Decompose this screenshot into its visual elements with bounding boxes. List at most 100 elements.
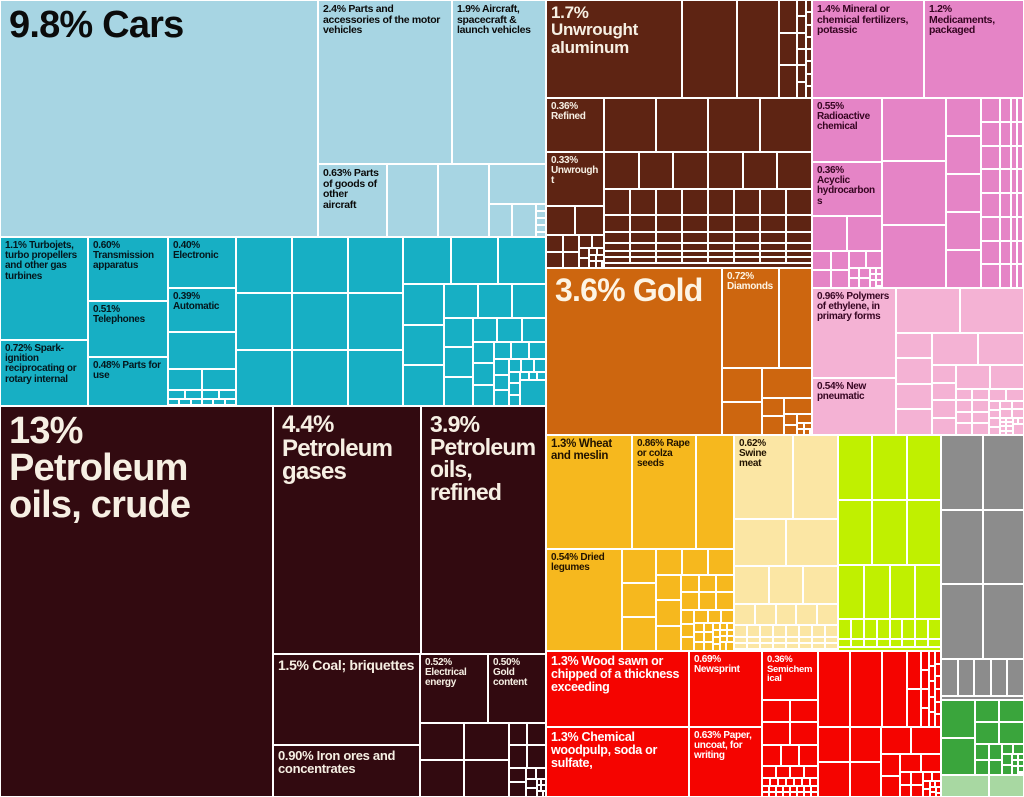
cell-0-72-spark-ignition-reciprocating-or-rot[interactable]: 0.72% Spark-ignition reciprocating or ro… [1, 341, 87, 405]
treemap-cell[interactable] [813, 252, 830, 269]
treemap-cell[interactable] [798, 50, 805, 65]
treemap-cell[interactable] [709, 252, 733, 257]
treemap-cell[interactable] [761, 644, 772, 649]
treemap-cell[interactable] [866, 252, 881, 267]
treemap-cell[interactable] [478, 285, 511, 317]
treemap-cell[interactable] [870, 274, 875, 279]
treemap-cell[interactable] [795, 779, 801, 785]
treemap-cell[interactable] [580, 236, 591, 247]
treemap-cell[interactable] [983, 585, 1023, 659]
treemap-cell[interactable] [657, 232, 681, 243]
treemap-cell[interactable] [946, 137, 981, 173]
treemap-cell[interactable] [1003, 765, 1011, 774]
treemap-cell[interactable] [510, 360, 521, 371]
treemap-cell[interactable] [547, 207, 574, 234]
treemap-cell[interactable] [922, 652, 929, 669]
treemap-cell[interactable] [527, 780, 536, 788]
treemap-cell[interactable] [203, 390, 218, 398]
treemap-cell[interactable] [576, 207, 603, 234]
treemap-cell[interactable] [748, 626, 759, 636]
treemap-cell[interactable] [946, 251, 981, 287]
treemap-cell[interactable] [225, 399, 235, 404]
treemap-cell[interactable] [800, 644, 811, 649]
treemap-cell[interactable] [982, 241, 1000, 264]
treemap-cell[interactable] [989, 427, 1000, 434]
treemap-cell[interactable] [897, 384, 931, 409]
treemap-cell[interactable] [631, 244, 655, 251]
treemap-cell[interactable] [806, 50, 811, 61]
treemap-cell[interactable] [973, 412, 988, 423]
treemap-cell[interactable] [912, 728, 940, 753]
treemap-cell[interactable] [1018, 265, 1022, 287]
treemap-cell[interactable] [776, 605, 796, 625]
treemap-cell[interactable] [932, 418, 956, 434]
treemap-cell[interactable] [494, 343, 511, 359]
treemap-cell[interactable] [761, 637, 772, 643]
treemap-cell[interactable] [605, 215, 629, 231]
treemap-cell[interactable] [763, 786, 768, 791]
treemap-cell[interactable] [203, 399, 213, 404]
treemap-cell[interactable] [348, 350, 403, 405]
treemap-cell[interactable] [860, 268, 869, 277]
treemap-cell[interactable] [683, 258, 707, 263]
treemap-cell[interactable] [991, 366, 1023, 388]
treemap-cell[interactable] [509, 724, 527, 745]
treemap-cell[interactable] [1001, 217, 1010, 240]
treemap-cell[interactable] [444, 318, 472, 347]
treemap-cell[interactable] [529, 372, 537, 379]
treemap-cell[interactable] [473, 364, 493, 384]
treemap-cell[interactable] [465, 761, 508, 796]
treemap-cell[interactable] [774, 637, 785, 643]
treemap-cell[interactable] [864, 620, 876, 639]
treemap-cell[interactable] [957, 401, 972, 411]
treemap-cell[interactable] [169, 399, 179, 404]
treemap-cell[interactable] [787, 215, 811, 231]
treemap-cell[interactable] [720, 637, 726, 642]
treemap-cell[interactable] [848, 217, 881, 250]
cell-1-3-wood-sawn-or-chipped-of-a-thickness-[interactable]: 1.3% Wood sawn or chipped of a thickness… [547, 652, 688, 726]
treemap-cell[interactable] [882, 755, 900, 775]
treemap-cell[interactable] [695, 633, 703, 641]
treemap-cell[interactable] [723, 369, 762, 401]
treemap-cell[interactable] [787, 190, 811, 214]
treemap-cell[interactable] [826, 626, 837, 636]
treemap-cell[interactable] [465, 724, 508, 759]
cell-0-63-parts-of-goods-of-other-aircraft[interactable]: 0.63% Parts of goods of other aircraft [319, 165, 386, 236]
treemap-cell[interactable] [975, 701, 999, 722]
treemap-cell[interactable] [890, 565, 915, 619]
treemap-cell[interactable] [1003, 745, 1013, 754]
treemap-cell[interactable] [922, 690, 929, 707]
treemap-cell[interactable] [890, 640, 902, 646]
treemap-cell[interactable] [785, 415, 796, 424]
treemap-cell[interactable] [1007, 423, 1012, 426]
cell-0-48-parts-for-use[interactable]: 0.48% Parts for use [89, 358, 167, 405]
treemap-cell[interactable] [444, 285, 477, 317]
treemap-cell[interactable] [748, 637, 759, 643]
treemap-cell[interactable] [473, 385, 493, 405]
treemap-cell[interactable] [791, 701, 817, 722]
treemap-cell[interactable] [791, 786, 796, 791]
cell-3-6-gold[interactable]: 3.6% Gold [547, 269, 721, 434]
treemap-cell[interactable] [806, 37, 811, 48]
cell-0-36-refined[interactable]: 0.36% Refined [547, 99, 603, 151]
treemap-cell[interactable] [982, 170, 1000, 192]
treemap-cell[interactable] [735, 644, 746, 649]
treemap-cell[interactable] [860, 278, 869, 287]
treemap-cell[interactable] [806, 62, 811, 73]
treemap-cell[interactable] [1012, 241, 1016, 264]
treemap-cell[interactable] [961, 289, 1023, 332]
treemap-cell[interactable] [404, 285, 443, 324]
treemap-cell[interactable] [798, 17, 805, 32]
treemap-cell[interactable] [936, 690, 940, 701]
treemap-cell[interactable] [735, 566, 768, 604]
treemap-cell[interactable] [727, 637, 733, 642]
treemap-cell[interactable] [923, 773, 931, 780]
treemap-cell[interactable] [1003, 755, 1011, 764]
treemap-cell[interactable] [916, 620, 928, 639]
treemap-cell[interactable] [803, 779, 809, 785]
treemap-cell[interactable] [169, 370, 201, 389]
treemap-cell[interactable] [1018, 217, 1022, 240]
treemap-cell[interactable] [1012, 761, 1017, 766]
treemap-cell[interactable] [761, 215, 785, 231]
treemap-cell[interactable] [769, 566, 803, 604]
